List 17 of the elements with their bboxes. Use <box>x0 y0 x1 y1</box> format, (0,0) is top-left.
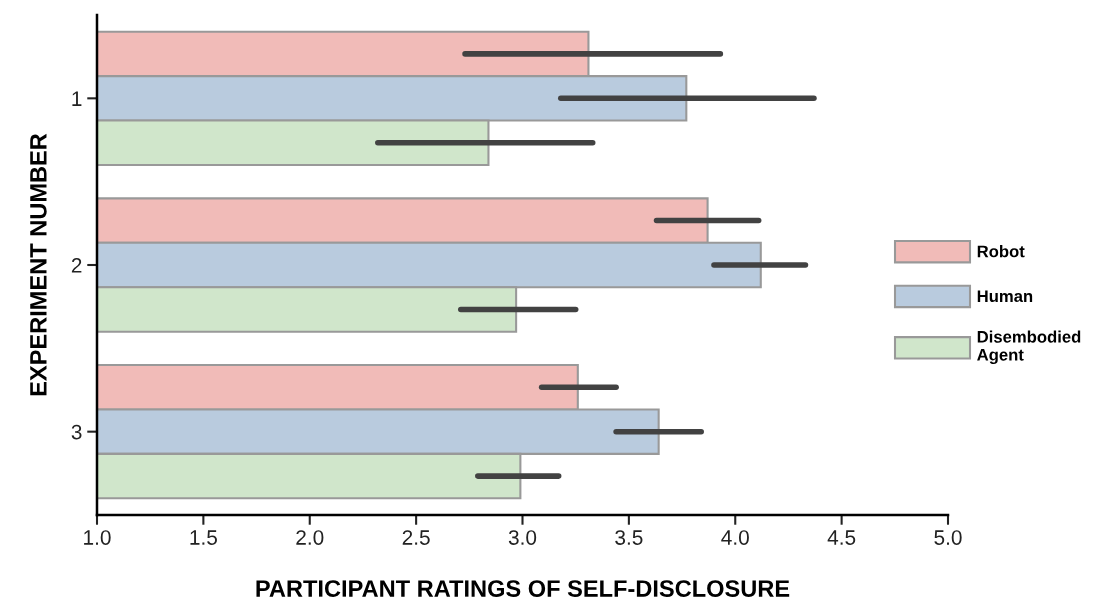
x-tick-label: 2.0 <box>296 530 324 545</box>
legend-label: Disembodied Agent <box>977 330 1081 365</box>
legend-label: Human <box>977 290 1033 303</box>
x-tick-label: 1.0 <box>84 530 111 545</box>
y-axis-title: EXPERIMENT NUMBER <box>30 133 47 396</box>
x-tick-label: 3.0 <box>508 530 537 545</box>
legend-label: Robot <box>977 245 1025 258</box>
y-tick-label: 2 <box>71 258 82 273</box>
x-tick-label: 2.5 <box>402 530 430 545</box>
x-tick-label: 1.5 <box>190 530 217 545</box>
x-tick-label: 4.5 <box>827 530 856 545</box>
x-tick-label: 4.0 <box>721 530 749 545</box>
y-tick-label: 3 <box>71 424 82 440</box>
x-axis-title: PARTICIPANT RATINGS OF SELF-DISCLOSURE <box>256 580 790 597</box>
x-tick-label: 3.5 <box>615 530 643 545</box>
y-tick-label: 1 <box>72 91 82 106</box>
x-tick-label: 5.0 <box>934 530 962 545</box>
